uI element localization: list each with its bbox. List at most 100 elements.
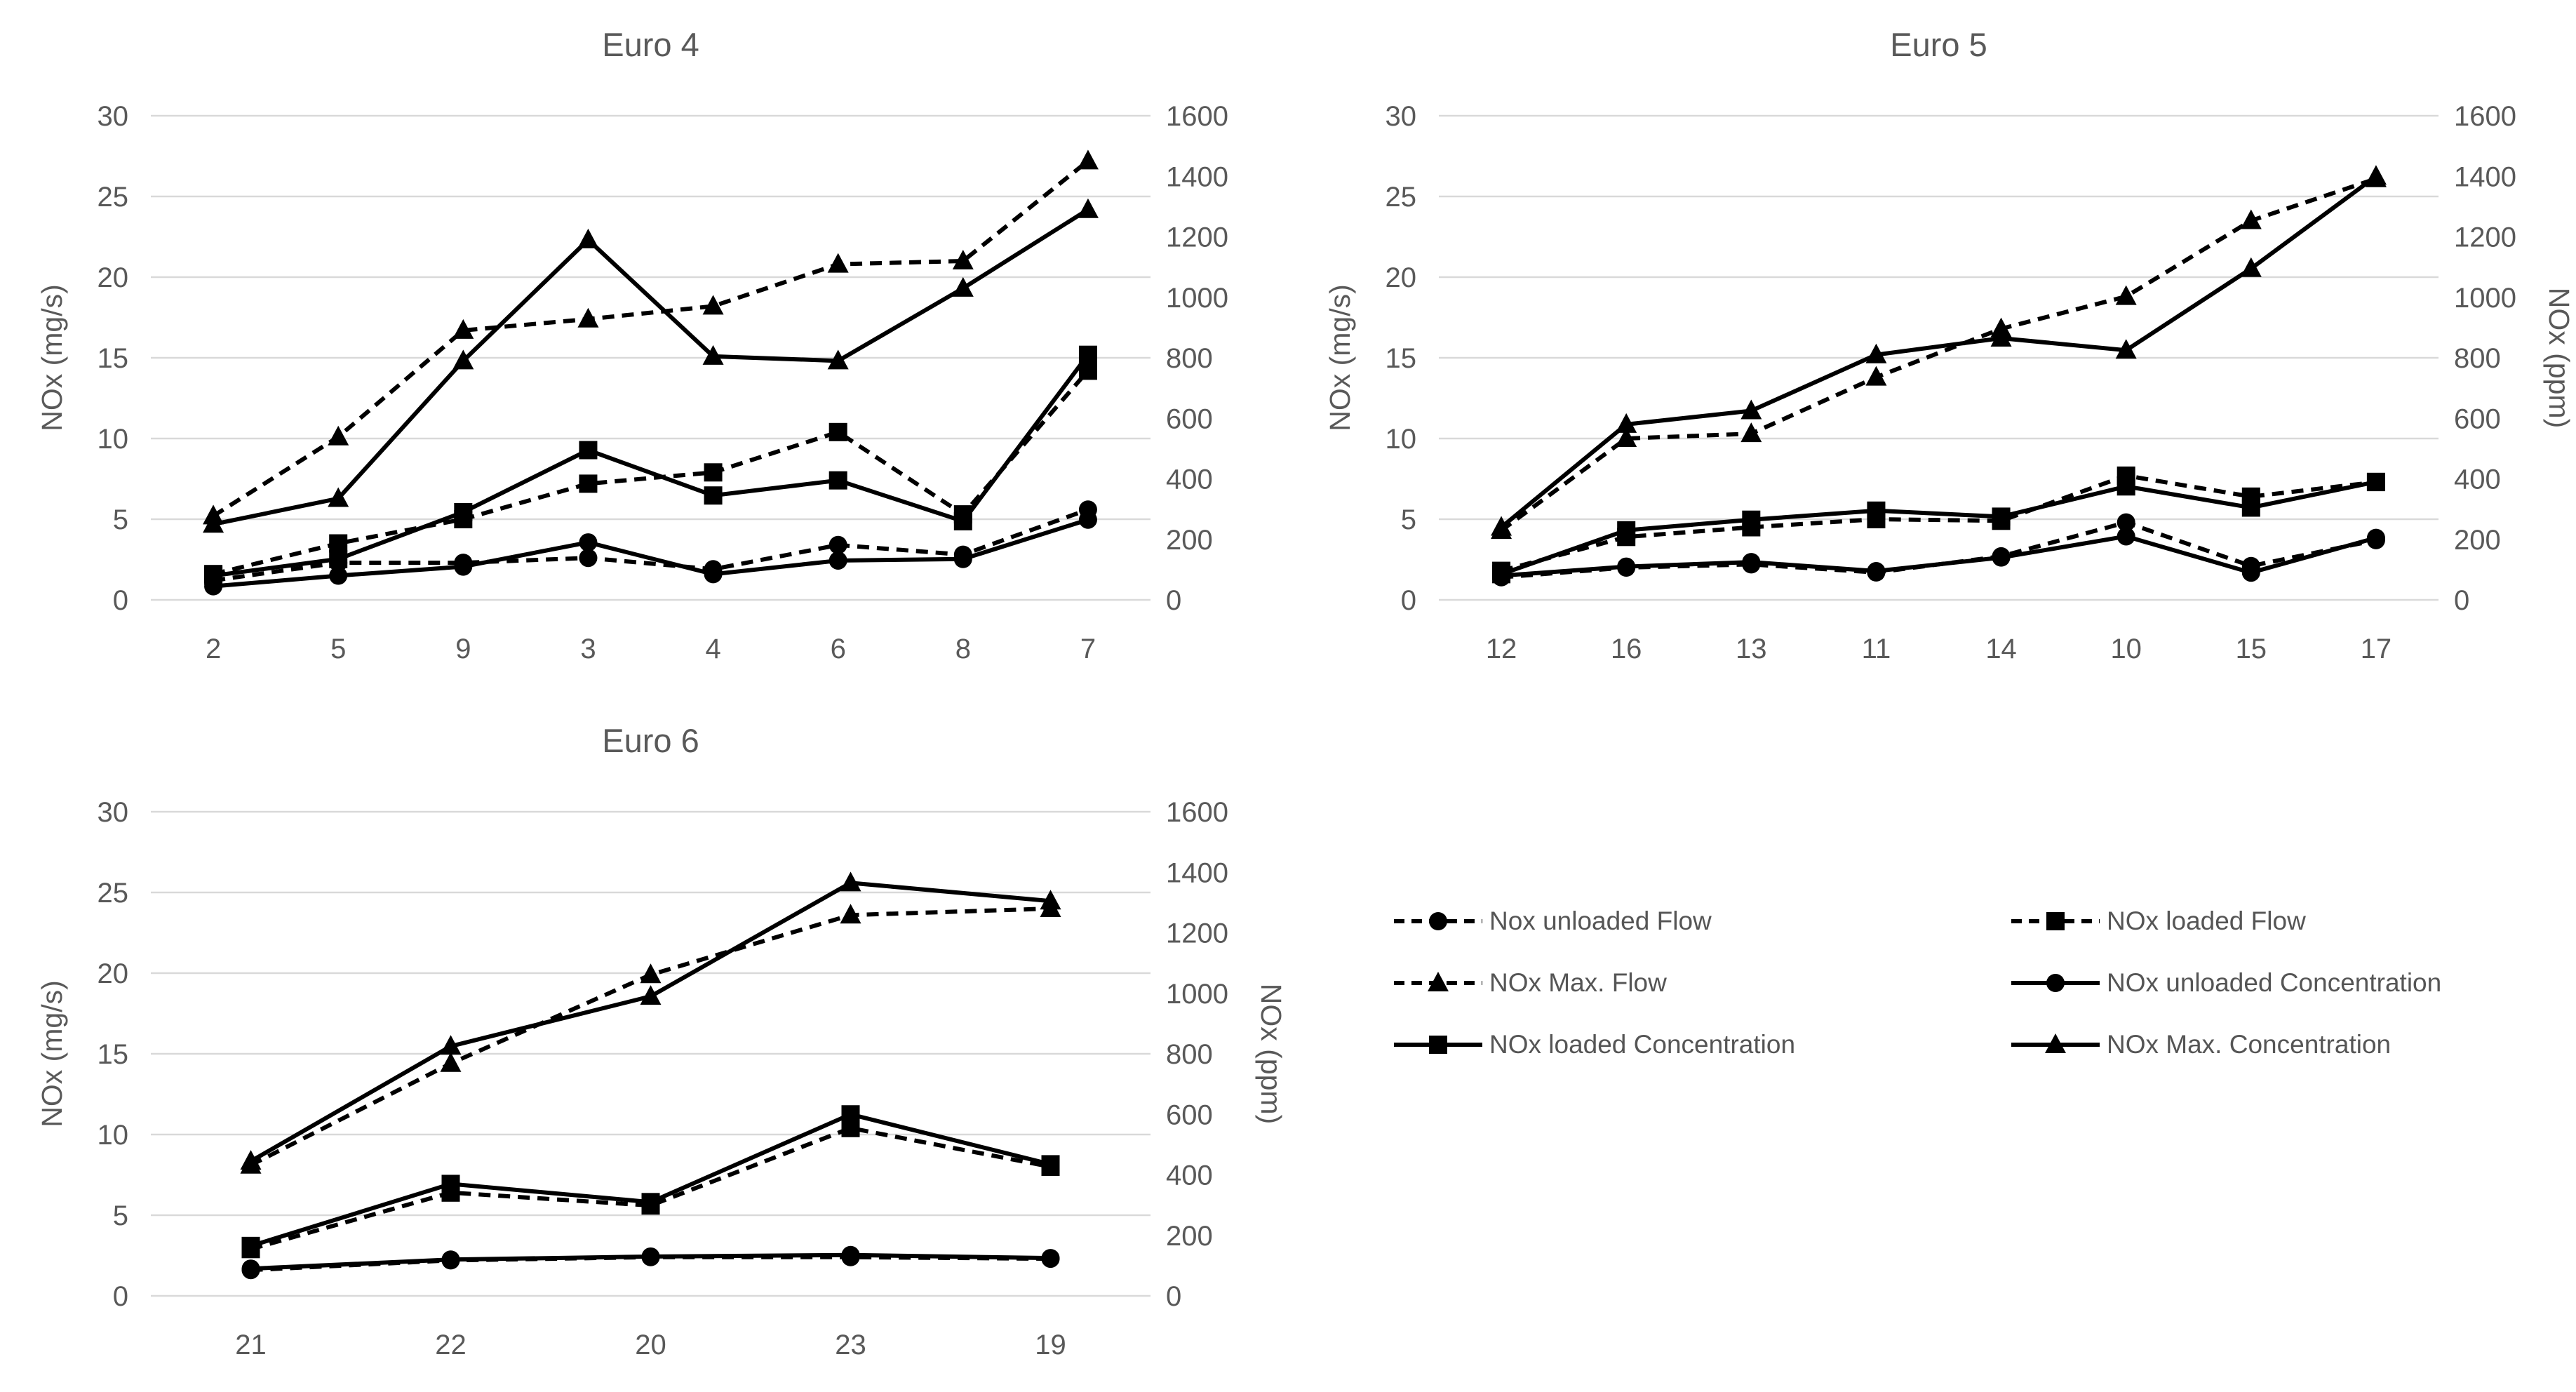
x-axis-tick-label: 22 — [435, 1330, 467, 1360]
x-axis-tick-label: 15 — [2236, 634, 2267, 664]
circle-marker — [1617, 557, 1636, 576]
y-axis-right-tick-label: 1200 — [2454, 222, 2516, 253]
series-line — [1501, 534, 2377, 578]
square-marker — [241, 1236, 260, 1255]
chart-euro-6: Euro 6 0 5 10 15 20 25 30 0 200 400 600 800 1000 1200 1… — [0, 696, 1288, 1392]
circle-icon — [1429, 912, 1447, 930]
y-axis-right-tick-label: 1600 — [1166, 797, 1228, 828]
legend-label: NOx unloaded Concentration — [2107, 968, 2442, 997]
circle-icon — [2046, 974, 2065, 992]
triangle-marker — [702, 344, 724, 365]
circle-marker — [841, 1245, 860, 1264]
y-axis-right-tick-label: 1600 — [1166, 101, 1228, 132]
x-axis-tick-label: 13 — [1736, 634, 1767, 664]
series-line — [213, 208, 1089, 527]
circle-marker — [329, 566, 348, 585]
chart-svg: Euro 5 0 5 10 15 20 25 30 0 200 400 600 800 1000 1200 1… — [1324, 26, 2575, 664]
y-axis-right-tick-label: 400 — [1166, 464, 1213, 495]
square-marker — [1867, 501, 1886, 520]
circle-marker — [579, 533, 598, 552]
series-nox-max-concentration — [240, 871, 1061, 1170]
square-marker — [204, 566, 223, 585]
triangle-marker — [1616, 413, 1637, 433]
circle-marker — [1742, 553, 1761, 572]
y-axis-right-tick-label: 800 — [1166, 343, 1213, 374]
x-axis-tick-label: 4 — [705, 634, 720, 664]
triangle-marker — [1865, 366, 1887, 386]
legend-label: NOx loaded Flow — [2107, 906, 2306, 935]
circle-marker — [2241, 563, 2260, 582]
x-axis-tick-label: 10 — [2110, 634, 2142, 664]
triangle-marker — [1077, 198, 1099, 218]
square-marker — [1078, 345, 1097, 364]
y-axis-right-tick-label: 400 — [2454, 464, 2501, 495]
series-nox-loaded-concentration — [204, 345, 1097, 585]
square-icon — [1429, 1036, 1447, 1054]
y-axis-left-tick-label: 5 — [113, 504, 128, 535]
square-marker — [641, 1193, 660, 1212]
legend-swatch-triangle-dashed — [1394, 972, 1482, 991]
x-axis-tick-label: 9 — [455, 634, 471, 664]
series-line — [1501, 473, 2377, 573]
triangle-marker — [2115, 339, 2137, 359]
y-axis-right-tick-label: 800 — [2454, 343, 2501, 374]
y-axis-left-tick-label: 30 — [1386, 101, 1417, 132]
circle-marker — [641, 1247, 660, 1266]
y-axis-right-tick-label: 600 — [2454, 403, 2501, 434]
series-line — [250, 881, 1051, 1163]
triangle-marker — [2240, 257, 2262, 277]
series-line — [213, 353, 1090, 578]
series-line — [212, 159, 1089, 518]
y-axis-left-title: NOx (mg/s) — [36, 980, 68, 1127]
x-axis-tick-label: 21 — [235, 1330, 267, 1360]
square-marker — [579, 474, 598, 493]
square-marker — [829, 471, 847, 490]
series-nox-unloaded-concentration — [241, 1245, 1060, 1278]
triangle-marker — [640, 985, 662, 1005]
square-marker — [1742, 510, 1761, 529]
y-axis-left-title: NOx (mg/s) — [36, 284, 68, 431]
circle-marker — [1992, 548, 2011, 567]
circle-marker — [829, 535, 847, 554]
square-marker — [2117, 477, 2135, 496]
legend-swatch-circle-solid — [2011, 974, 2100, 992]
series-nox-loaded-concentration — [1492, 472, 2385, 584]
y-axis-right-title: NOx (ppm) — [1255, 984, 1287, 1124]
legend-item: NOx Max. Flow — [1393, 968, 2010, 998]
triangle-marker — [1616, 427, 1637, 447]
y-axis-left-tick-label: 30 — [98, 101, 129, 132]
series-nox-max-flow — [1491, 167, 2387, 540]
triangle-marker — [840, 871, 861, 892]
series-nox-loaded-concentration — [241, 1105, 1060, 1255]
circle-marker — [2366, 528, 2385, 547]
series-nox-loaded-flow — [241, 1118, 1060, 1259]
circle-marker — [829, 551, 847, 570]
circle-marker — [1867, 562, 1886, 581]
legend-label: NOx loaded Concentration — [1489, 1030, 1796, 1059]
legend-item: NOx loaded Flow — [2010, 906, 2441, 936]
legend-item: NOx loaded Concentration — [1393, 1030, 2010, 1059]
series-line — [213, 517, 1089, 589]
y-axis-left-tick-label: 10 — [98, 424, 129, 455]
x-axis-tick-label: 11 — [1862, 634, 1891, 664]
x-axis-tick-label: 23 — [835, 1330, 866, 1360]
x-axis-tick-label: 3 — [580, 634, 596, 664]
triangle-marker — [840, 904, 861, 924]
y-axis-right-tick-label: 1600 — [2454, 101, 2516, 132]
series-line — [250, 906, 1051, 1167]
y-axis-left-tick-label: 5 — [1401, 504, 1416, 535]
triangle-marker — [827, 253, 849, 273]
x-axis-tick-label: 2 — [206, 634, 221, 664]
triangle-marker — [2365, 165, 2387, 185]
chart-euro-4: Euro 4 0 5 10 15 20 25 30 0 200 400 600 800 1000 1200 1… — [0, 0, 1288, 696]
y-axis-left-tick-label: 20 — [1386, 262, 1417, 293]
triangle-marker — [2115, 285, 2137, 305]
square-marker — [2241, 498, 2260, 517]
x-axis-tick-label: 14 — [1985, 634, 2017, 664]
y-axis-left-tick-label: 15 — [98, 343, 129, 374]
x-axis-tick-label: 20 — [635, 1330, 666, 1360]
triangle-marker — [1740, 422, 1762, 443]
chart-legend: Nox unloaded Flow NOx loaded Flow NOx Max.… — [1393, 906, 2441, 1059]
legend-label: NOx Max. Concentration — [2107, 1030, 2391, 1059]
y-axis-right-tick-label: 1200 — [1166, 918, 1228, 949]
